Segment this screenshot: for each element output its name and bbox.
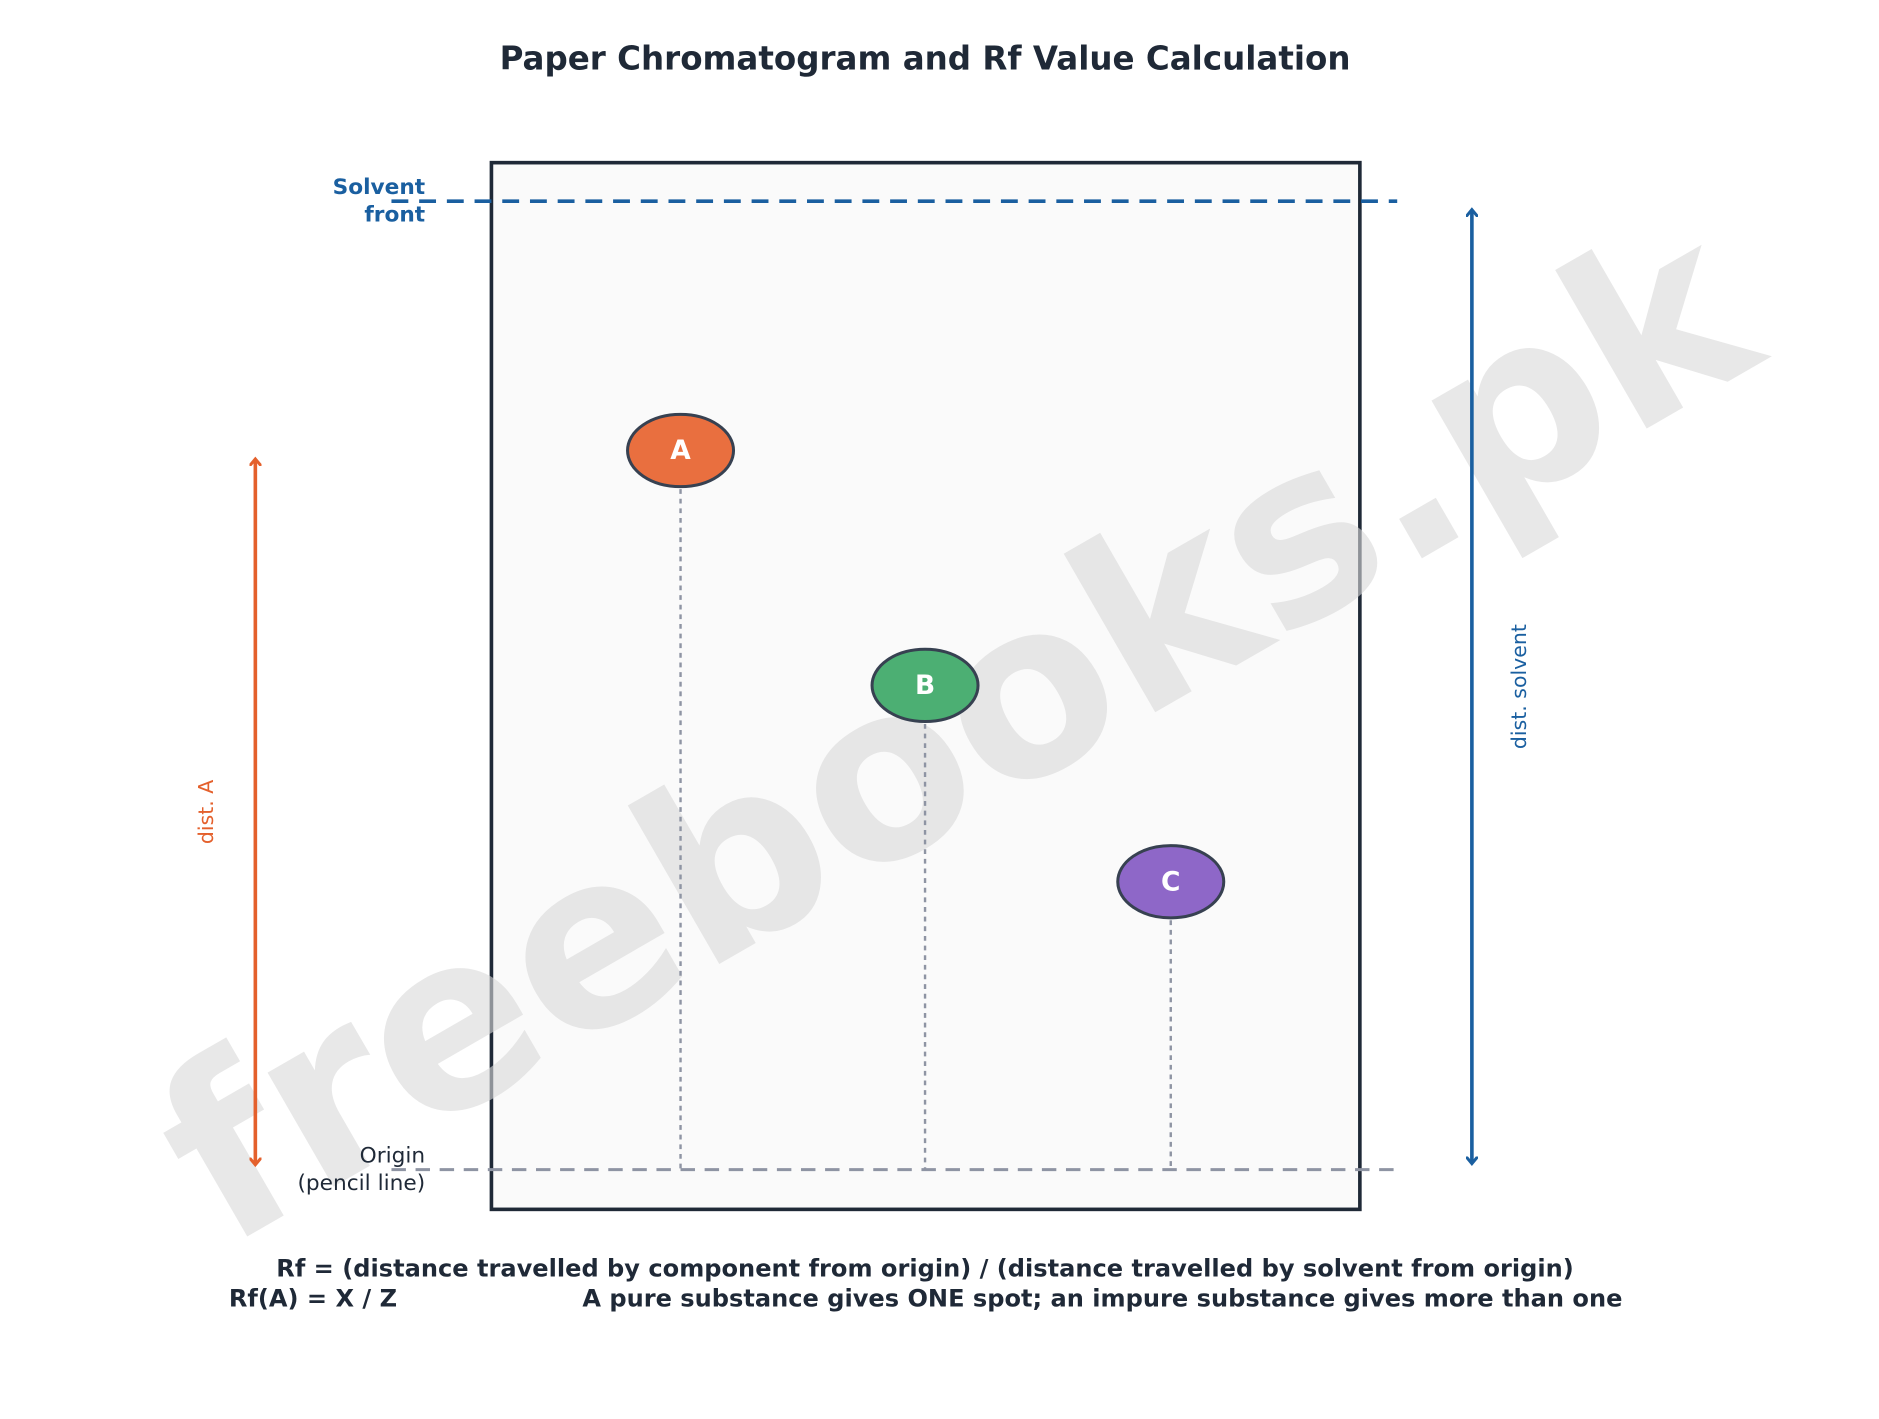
spot-label: B [915, 670, 935, 701]
spot-label: A [670, 435, 691, 466]
spot [626, 412, 736, 489]
spot [870, 647, 980, 724]
spot-label: C [1161, 866, 1180, 897]
origin-label: (pencil line) [297, 1171, 425, 1196]
dist-solvent-label: dist. solvent [1507, 624, 1531, 749]
solvent-label: Solvent [333, 175, 426, 200]
spot [1116, 844, 1226, 920]
formula: Rf(A) = X / Z [229, 1285, 397, 1313]
note: A pure substance gives ONE spot; an impu… [582, 1285, 1622, 1313]
solvent-label: front [364, 203, 425, 228]
title: Paper Chromatogram and Rf Value Calculat… [500, 39, 1351, 77]
origin-label: Origin [360, 1143, 426, 1168]
dist-a-label: dist. A [194, 780, 218, 844]
formula: Rf = (distance travelled by component fr… [276, 1255, 1574, 1283]
